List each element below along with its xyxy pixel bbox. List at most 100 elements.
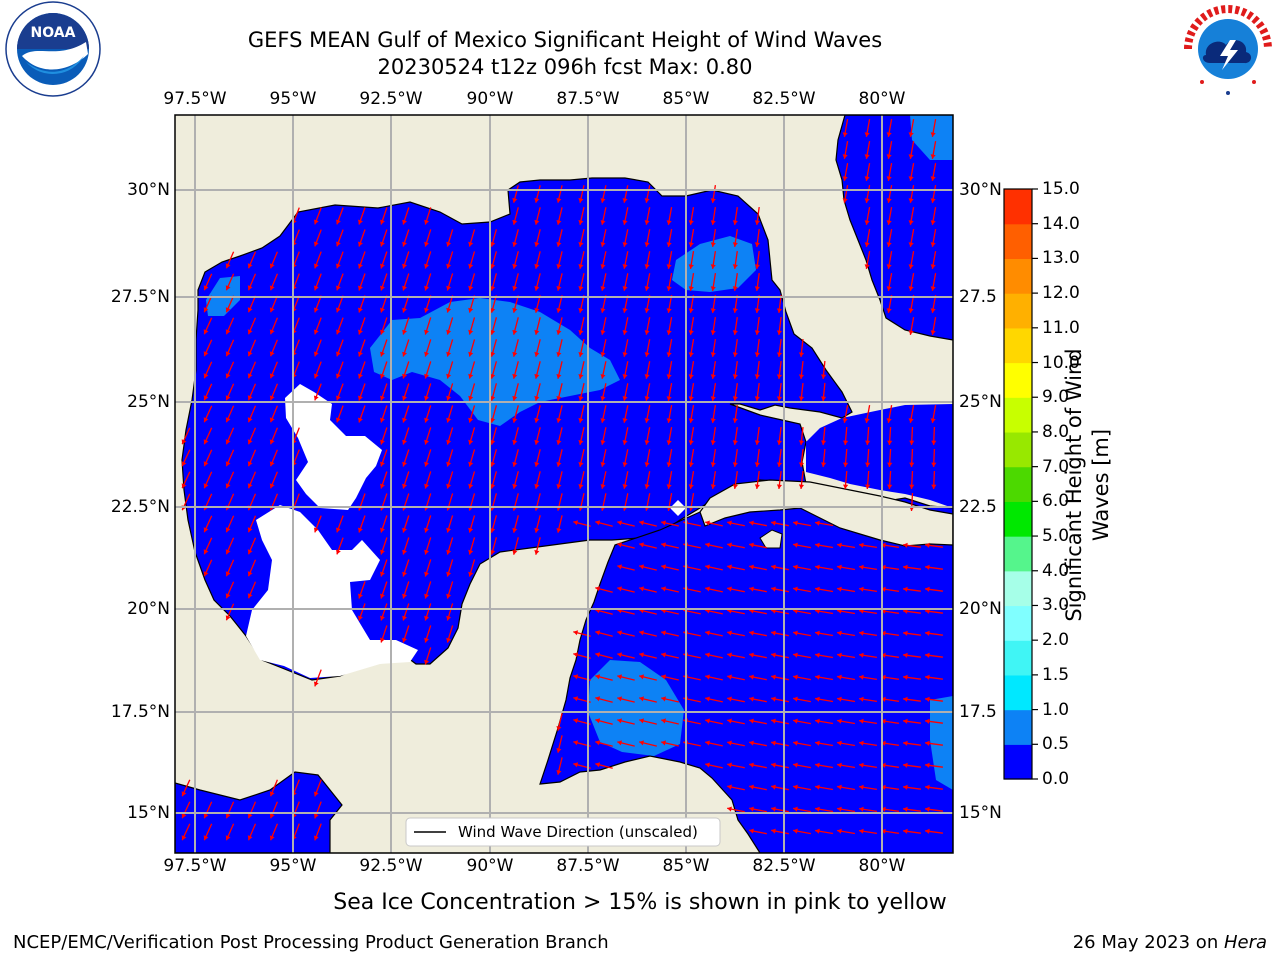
wave-arrow-head [930, 264, 936, 269]
wave-arrow-head [380, 285, 385, 291]
wave-arrow-head [512, 307, 518, 313]
wave-arrow-head [203, 439, 209, 445]
wave-arrow-head [925, 630, 930, 636]
wave-arrow-head [512, 285, 518, 291]
wave-arrow-head [380, 329, 385, 335]
wave-arrow-head [865, 484, 871, 489]
lat-tick-right: 27.5 [959, 287, 997, 307]
wave-arrow-head [446, 439, 452, 445]
wave-arrow-head [727, 762, 732, 768]
wave-arrow-head [313, 813, 319, 819]
wave-arrow-head [903, 652, 908, 658]
wave-arrow-head [446, 571, 452, 577]
wave-arrow-head [578, 352, 584, 357]
wave-arrow-head [859, 762, 864, 768]
wave-arrow-head [336, 351, 341, 357]
lat-tick-right: 30°N [959, 180, 1002, 200]
wave-arrow-head [930, 176, 936, 181]
wave-arrow-head [688, 418, 694, 423]
wave-arrow-head [380, 571, 385, 577]
wave-arrow-head [402, 549, 407, 555]
wave-arrow-head [776, 462, 782, 467]
wave-arrow-head [931, 440, 937, 445]
wave-arrow-head [225, 835, 231, 841]
wave-arrow-head [600, 264, 606, 269]
wave-arrow-head [644, 286, 650, 291]
wave-arrow-head [925, 674, 930, 680]
colorbar-swatch [1004, 744, 1032, 780]
colorbar-tick-label: 6.0 [1042, 491, 1070, 512]
wave-arrow-head [776, 440, 782, 445]
wave-arrow-head [886, 176, 892, 181]
wave-arrow-head [732, 418, 738, 423]
wave-arrow-head [600, 374, 606, 379]
wave-arrow-head [705, 740, 710, 746]
lat-tick-left: 20°N [127, 599, 170, 619]
wave-arrow-head [710, 352, 716, 357]
wave-arrow-head [181, 483, 187, 489]
wave-arrow-head [864, 264, 870, 269]
lon-tick-bottom: 85°W [662, 856, 710, 876]
wave-arrow-head [402, 417, 407, 423]
wave-arrow-head [732, 242, 738, 247]
wave-arrow-head [380, 439, 385, 445]
wave-arrow-head [446, 593, 452, 599]
wave-arrow-head [534, 351, 540, 357]
wave-arrow-head [534, 285, 540, 291]
wave-arrow-head [881, 564, 886, 570]
wave-arrow-head [639, 718, 644, 724]
wave-arrow-head [886, 264, 892, 269]
wave-arrow-head [358, 395, 363, 401]
lat-tick-left: 30°N [127, 180, 170, 200]
wave-arrow-head [771, 762, 776, 768]
wave-arrow-head [578, 308, 584, 313]
wave-arrow-head [622, 286, 628, 291]
wave-arrow-head [358, 219, 363, 225]
wave-arrow-head [247, 813, 253, 819]
colorbar-tick-label: 1.0 [1042, 699, 1070, 720]
wave-arrow-head [269, 329, 275, 335]
wave-arrow-head [622, 440, 628, 445]
wave-arrow-head [710, 396, 716, 401]
wave-arrow-head [358, 373, 363, 379]
missing-data-area-south [246, 505, 418, 678]
colorbar-swatch [1004, 640, 1032, 676]
wave-arrow-head [225, 439, 231, 445]
wave-arrow-head [512, 439, 518, 445]
wave-arrow-head [864, 176, 870, 181]
wave-arrow-head [600, 286, 606, 291]
wave-arrow-head [622, 242, 628, 247]
wave-arrow-head [925, 784, 930, 790]
wave-arrow-head [644, 440, 650, 445]
wave-arrow-head [727, 542, 732, 548]
wave-arrow-head [269, 813, 275, 819]
wave-arrow-head [710, 286, 716, 291]
wave-arrow-head [859, 674, 864, 680]
wave-arrow-head [402, 527, 407, 533]
wave-arrow-head [727, 784, 732, 790]
wave-arrow-head [930, 308, 936, 313]
wave-arrow-head [925, 740, 930, 746]
wave-arrow-head [886, 198, 892, 203]
wave-arrow-head [269, 395, 275, 401]
wave-arrow-head [815, 674, 820, 680]
wave-arrow-head [732, 286, 738, 291]
wave-arrow-head [424, 439, 429, 445]
wave-arrow-head [749, 696, 754, 702]
wave-arrow-head [181, 813, 187, 819]
wave-arrow-head [881, 696, 886, 702]
wave-arrow-head [203, 483, 209, 489]
wave-arrow-head [446, 549, 452, 555]
wave-arrow-head [512, 417, 518, 423]
wave-arrow-head [666, 220, 672, 225]
lat-tick-left: 15°N [127, 803, 170, 823]
wave-arrow-head [225, 483, 231, 489]
wave-arrow-head [269, 373, 275, 379]
wave-arrow-head [727, 696, 732, 702]
wave-arrow-head [771, 740, 776, 746]
wave-arrow-head [534, 373, 540, 379]
wave-arrow-head [903, 542, 908, 548]
footer-machine: Hera [1223, 932, 1267, 953]
wave-arrow-head [688, 462, 694, 467]
wave-arrow-head [815, 564, 820, 570]
